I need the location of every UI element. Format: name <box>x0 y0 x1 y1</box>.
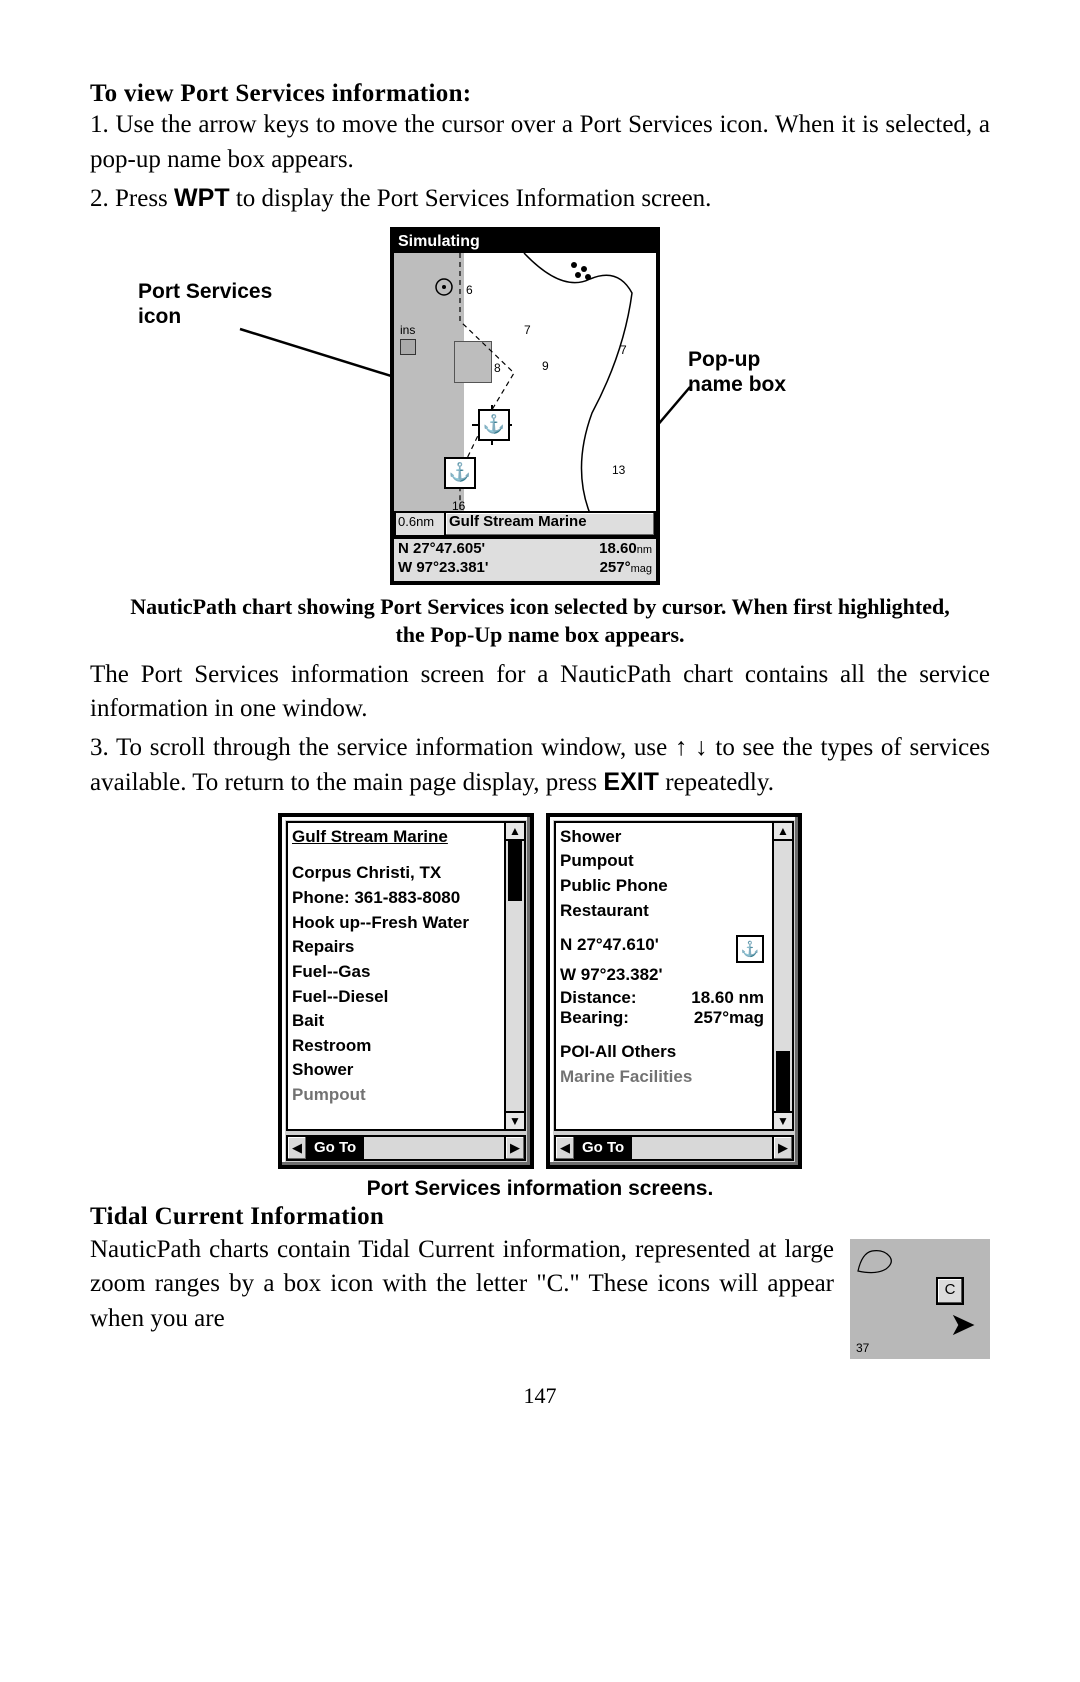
callout-popup: Pop-up name box <box>688 347 786 397</box>
step-1-text: 1. Use the arrow keys to move the cursor… <box>90 108 990 177</box>
depth-7a: 7 <box>620 343 627 357</box>
footer-left-arrow[interactable]: ◀ <box>286 1135 308 1161</box>
tidal-c-icon: C <box>936 1277 964 1305</box>
coord-brg-unit: mag <box>631 563 652 575</box>
callout-port-services: Port Services icon <box>138 279 272 329</box>
depth-7b: 7 <box>524 323 531 337</box>
list-item: Corpus Christi, TX <box>292 861 520 886</box>
figure-1: Port Services icon Pop-up name box Simul… <box>90 227 990 587</box>
exit-key-label: EXIT <box>603 768 659 796</box>
list-item: Hook up--Fresh Water <box>292 911 520 936</box>
list-item: Pumpout <box>560 849 788 874</box>
figure-2-caption: Port Services information screens. <box>90 1177 990 1201</box>
coord-dist: 18.60 <box>599 540 637 557</box>
device-map: ins 6 7 8 9 7 13 16 ⚓ ⚓ 0.6nm Gulf Strea… <box>394 253 656 537</box>
step-3-text: 3. To scroll through the service informa… <box>90 731 990 801</box>
map-svg <box>394 253 656 537</box>
info-footer-1: ◀ Go To ▶ <box>286 1135 526 1161</box>
ins-label: ins <box>400 323 415 337</box>
step-2-text: 2. Press WPT to display the Port Service… <box>90 181 990 217</box>
footer-right-arrow[interactable]: ▶ <box>772 1135 794 1161</box>
list-item: Fuel--Gas <box>292 960 520 985</box>
wpt-key-label: WPT <box>174 184 230 212</box>
list-item: Phone: 361-883-8080 <box>292 886 520 911</box>
go-to-button[interactable]: Go To <box>308 1135 364 1161</box>
p2-bearing-val: 257°mag <box>694 1008 764 1028</box>
cursor-arrow-icon: ➤ <box>949 1305 976 1343</box>
list-item: Marine Facilities <box>560 1065 788 1090</box>
callout-l2: icon <box>138 305 181 328</box>
callout-l1: Port Services <box>138 280 272 303</box>
p2-bearing-label: Bearing: <box>560 1008 629 1028</box>
list-item: Pumpout <box>292 1083 520 1108</box>
step-2-post: to display the Port Services Information… <box>230 185 712 212</box>
list-item: POI-All Others <box>560 1040 788 1065</box>
callout-r2: name box <box>688 373 786 396</box>
callout-r1: Pop-up <box>688 348 760 371</box>
tidal-section: NauticPath charts contain Tidal Current … <box>90 1233 990 1359</box>
scrollbar[interactable]: ▲ ▼ <box>772 823 792 1129</box>
scrollbar[interactable]: ▲ ▼ <box>504 823 524 1129</box>
anchor-icon: ⚓ <box>736 935 764 963</box>
p2-distance-val: 18.60 nm <box>691 988 764 1008</box>
device-screen: Simulating <box>390 227 660 585</box>
list-item: Public Phone <box>560 874 788 899</box>
depth-9: 9 <box>542 359 549 373</box>
device-titlebar: Simulating <box>394 231 656 253</box>
go-to-button[interactable]: Go To <box>576 1135 632 1161</box>
p2-distance-label: Distance: <box>560 988 637 1008</box>
popup-name-box: Gulf Stream Marine <box>444 511 656 537</box>
port-services-icon: ⚓ <box>478 409 510 441</box>
depth-13: 13 <box>612 463 625 477</box>
tidal-num: 37 <box>856 1341 869 1355</box>
p2-coord-w: W 97°23.382' <box>560 963 788 988</box>
step3-b: repeatedly. <box>659 769 774 796</box>
depth-8: 8 <box>494 361 501 375</box>
depth-6: 6 <box>466 283 473 297</box>
info-footer-2: ◀ Go To ▶ <box>554 1135 794 1161</box>
info-list-1: Gulf Stream Marine Corpus Christi, TX Ph… <box>286 821 526 1131</box>
info-panel-2: Shower Pumpout Public Phone Restaurant N… <box>546 813 802 1169</box>
footer-left-arrow[interactable]: ◀ <box>554 1135 576 1161</box>
map-scale: 0.6nm <box>394 511 450 537</box>
port-services-icon-2: ⚓ <box>444 457 476 489</box>
list-item: Restroom <box>292 1034 520 1059</box>
tidal-paragraph: NauticPath charts contain Tidal Current … <box>90 1233 834 1337</box>
device-coord-bar: N 27°47.605' 18.60nm W 97°23.381' 257°ma… <box>394 537 656 581</box>
list-item: Restaurant <box>560 899 788 924</box>
coastline-icon <box>856 1245 896 1275</box>
p2-coord-n: N 27°47.610' <box>560 935 659 963</box>
p1-title: Gulf Stream Marine <box>292 825 520 850</box>
coord-brg: 257° <box>600 559 631 576</box>
coord-n: N 27°47.605' <box>398 540 485 559</box>
section-heading-2: Tidal Current Information <box>90 1203 990 1231</box>
figure-1-caption: NauticPath chart showing Port Services i… <box>130 593 950 650</box>
section-heading: To view Port Services information: <box>90 80 990 108</box>
list-item: Shower <box>292 1058 520 1083</box>
coord-w: W 97°23.381' <box>398 559 488 578</box>
info-list-2: Shower Pumpout Public Phone Restaurant N… <box>554 821 794 1131</box>
figure-2: Gulf Stream Marine Corpus Christi, TX Ph… <box>90 813 990 1169</box>
list-item: Shower <box>560 825 788 850</box>
tidal-icon-inset: C ➤ 37 <box>850 1239 990 1359</box>
info-panel-1: Gulf Stream Marine Corpus Christi, TX Ph… <box>278 813 534 1169</box>
para-after-fig1: The Port Services information screen for… <box>90 658 990 727</box>
list-item: Bait <box>292 1009 520 1034</box>
list-item: Repairs <box>292 935 520 960</box>
page-number: 147 <box>90 1383 990 1409</box>
coord-dist-unit: nm <box>637 544 652 556</box>
step3-a: 3. To scroll through the service informa… <box>90 734 990 797</box>
list-item: Fuel--Diesel <box>292 985 520 1010</box>
footer-right-arrow[interactable]: ▶ <box>504 1135 526 1161</box>
step-2-pre: 2. Press <box>90 185 174 212</box>
